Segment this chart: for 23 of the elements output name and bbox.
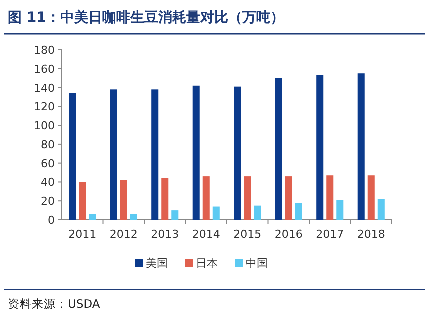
- y-tick-label: 160: [34, 62, 55, 76]
- text: 资料来源：USDA: [8, 297, 100, 311]
- x-tick-label: 2017: [316, 228, 344, 241]
- x-tick-label: 2013: [151, 228, 180, 241]
- legend-label: 美国: [146, 257, 168, 270]
- y-tick-label: 180: [34, 44, 55, 57]
- y-tick-label: 60: [41, 157, 55, 170]
- legend-label: 中国: [246, 257, 268, 270]
- y-tick-label: 40: [41, 176, 55, 190]
- x-tick-label: 2016: [274, 228, 303, 241]
- legend-label: 日本: [196, 257, 218, 270]
- y-tick-label: 140: [34, 82, 55, 95]
- chart-title: 图 11：中美日咖啡生豆消耗量对比（万吨）: [8, 9, 284, 26]
- x-tick-label: 2014: [192, 228, 220, 241]
- x-tick-label: 2018: [357, 228, 386, 241]
- y-tick-label: 120: [34, 100, 55, 114]
- y-tick-label: 20: [41, 195, 55, 208]
- y-tick-label: 80: [41, 138, 55, 152]
- x-tick-label: 2015: [234, 228, 262, 241]
- x-tick-label: 2012: [110, 228, 138, 241]
- x-tick-label: 2011: [68, 228, 97, 241]
- y-tick-label: 100: [34, 120, 55, 133]
- y-tick-label: 0: [48, 214, 55, 227]
